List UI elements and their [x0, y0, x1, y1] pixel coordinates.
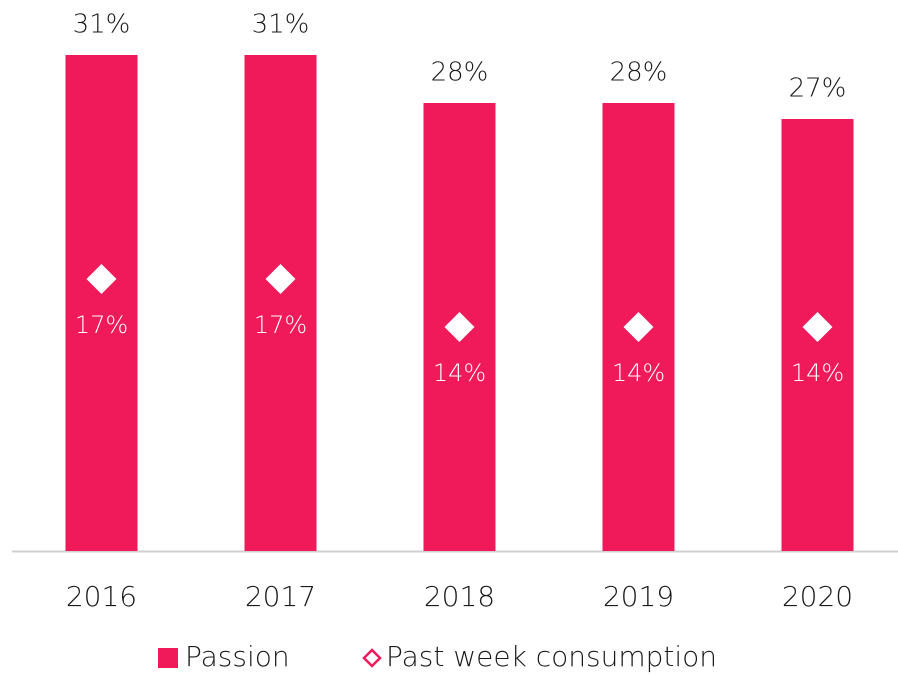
diamond-marker	[623, 312, 654, 342]
data-label: 14%	[791, 359, 844, 387]
x-tick-label: 2018	[424, 580, 495, 613]
legend-label: Passion	[185, 640, 290, 673]
legend-swatch	[362, 648, 382, 668]
x-tick-label: 2016	[66, 580, 137, 613]
data-label: 27%	[789, 74, 847, 104]
data-label: 28%	[431, 58, 489, 88]
legend-label: Past week consumption	[386, 640, 717, 673]
data-label: 17%	[75, 311, 128, 339]
data-label: 17%	[254, 311, 307, 339]
data-label: 31%	[73, 10, 131, 40]
x-tick-label: 2020	[782, 580, 853, 613]
data-label: 14%	[433, 359, 486, 387]
bar	[244, 55, 317, 551]
diamond-marker	[444, 312, 475, 342]
diamond-marker	[802, 312, 833, 342]
legend-swatch	[158, 648, 178, 668]
bar	[65, 55, 138, 551]
data-label: 28%	[610, 58, 668, 88]
x-tick-label: 2017	[245, 580, 316, 613]
data-label: 14%	[612, 359, 665, 387]
diamond-marker	[86, 264, 117, 294]
diamond-marker	[265, 264, 296, 294]
x-tick-label: 2019	[603, 580, 674, 613]
data-label: 31%	[252, 10, 310, 40]
